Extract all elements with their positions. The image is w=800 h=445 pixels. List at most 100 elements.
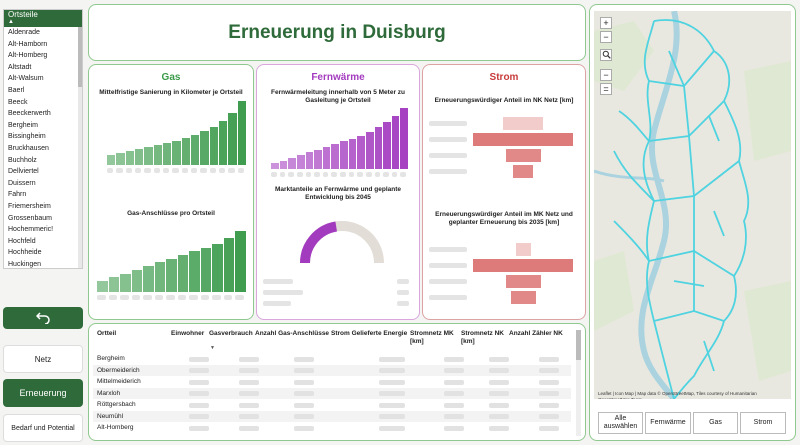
ortsteil-item[interactable]: Grossenbaum bbox=[8, 214, 52, 222]
table-row[interactable] bbox=[93, 422, 571, 434]
ortsteil-item[interactable]: Bergheim bbox=[8, 121, 38, 129]
funnel-segment[interactable] bbox=[503, 117, 543, 130]
bar[interactable] bbox=[172, 141, 181, 165]
funnel-segment[interactable] bbox=[515, 243, 531, 256]
bar[interactable] bbox=[235, 231, 246, 292]
bar[interactable] bbox=[357, 135, 365, 169]
table-scroll-thumb[interactable] bbox=[576, 330, 581, 360]
bar[interactable] bbox=[383, 121, 391, 169]
bar[interactable] bbox=[331, 144, 339, 169]
bar[interactable] bbox=[116, 153, 125, 165]
ortsteile-scroll-thumb[interactable] bbox=[78, 27, 82, 87]
bedarf-potential-button[interactable]: Bedarf und Potential bbox=[3, 414, 83, 442]
bar[interactable] bbox=[154, 262, 166, 292]
alle-auswaehlen-button[interactable]: Alle auswählen bbox=[598, 412, 643, 434]
bar[interactable] bbox=[400, 108, 408, 169]
bar[interactable] bbox=[135, 149, 144, 165]
bar[interactable] bbox=[107, 155, 116, 165]
funnel-segment[interactable] bbox=[505, 275, 541, 288]
map-tool-button-2[interactable]: = bbox=[600, 83, 612, 95]
strom-nk-funnel[interactable] bbox=[429, 117, 581, 179]
table-column-header[interactable]: Anzahl Zähler NK bbox=[509, 330, 563, 337]
table-column-header[interactable]: Einwohner bbox=[171, 330, 205, 337]
duisburg-map[interactable]: + − − = Leaflet | Icon Map | Map data © … bbox=[594, 11, 791, 399]
ortsteil-item[interactable]: Bissingheim bbox=[8, 133, 46, 141]
zoom-in-button[interactable]: + bbox=[600, 17, 612, 29]
ortsteil-item[interactable]: Aldenrade bbox=[8, 29, 40, 36]
netz-button[interactable]: Netz bbox=[3, 345, 83, 373]
table-row[interactable] bbox=[93, 399, 571, 411]
ortsteile-slicer[interactable]: Ortsteile ▲ Aldenrade Alt-Hamborn Alt-Homb… bbox=[3, 9, 83, 269]
bar[interactable] bbox=[120, 273, 131, 292]
gas-filter-button[interactable]: Gas bbox=[693, 412, 738, 434]
bar[interactable] bbox=[340, 141, 348, 169]
bar[interactable] bbox=[97, 280, 108, 292]
bar[interactable] bbox=[348, 138, 357, 169]
bar[interactable] bbox=[305, 152, 314, 169]
table-row[interactable] bbox=[93, 410, 571, 422]
erneuerung-button[interactable]: Erneuerung bbox=[3, 379, 83, 407]
ortsteil-item[interactable]: Buchholz bbox=[8, 156, 37, 164]
bar[interactable] bbox=[200, 247, 212, 292]
table-row[interactable] bbox=[93, 364, 571, 376]
ortsteil-item[interactable]: Dellviertel bbox=[8, 168, 39, 176]
bar[interactable] bbox=[166, 258, 177, 292]
ortsteil-item[interactable]: Duissern bbox=[8, 179, 36, 187]
bar[interactable] bbox=[322, 146, 331, 169]
bar[interactable] bbox=[271, 163, 279, 169]
bar[interactable] bbox=[181, 138, 190, 165]
bar[interactable] bbox=[237, 101, 246, 165]
bar[interactable] bbox=[296, 155, 305, 169]
strom-mk-funnel[interactable] bbox=[429, 243, 581, 305]
bar[interactable] bbox=[212, 243, 223, 292]
bar[interactable] bbox=[365, 131, 374, 169]
table-column-header[interactable]: Anzahl Gas-Anschlüsse bbox=[255, 330, 330, 337]
map-attribution[interactable]: Leaflet | Icon Map | Map data © OpenStre… bbox=[598, 391, 757, 399]
map-tool-button-1[interactable]: − bbox=[600, 69, 612, 81]
table-column-header[interactable]: Gasverbrauch bbox=[209, 330, 253, 337]
bar[interactable] bbox=[125, 151, 134, 165]
table-column-header[interactable]: Stromnetz MK [km] bbox=[410, 330, 454, 345]
ortsteil-item[interactable]: Hochemmeric! bbox=[8, 226, 54, 234]
bar[interactable] bbox=[163, 143, 172, 165]
ortsteil-item[interactable]: Friemersheim bbox=[8, 202, 51, 210]
bar[interactable] bbox=[144, 147, 153, 165]
search-button[interactable] bbox=[600, 49, 612, 61]
ortsteil-item[interactable]: Alt-Walsum bbox=[8, 75, 44, 83]
fernwaerme-leitung-chart[interactable] bbox=[271, 108, 409, 177]
ortsteil-item[interactable]: Beeckerwerth bbox=[8, 110, 51, 118]
back-button[interactable] bbox=[3, 307, 83, 329]
funnel-segment[interactable] bbox=[505, 149, 541, 162]
bar[interactable] bbox=[131, 269, 143, 292]
funnel-segment[interactable] bbox=[513, 165, 533, 178]
bar[interactable] bbox=[228, 113, 237, 165]
zoom-out-button[interactable]: − bbox=[600, 31, 612, 43]
ortsteil-item[interactable]: Fahrn bbox=[8, 191, 27, 199]
gas-anschluesse-chart[interactable] bbox=[97, 231, 247, 300]
bar[interactable] bbox=[143, 266, 154, 292]
bar[interactable] bbox=[153, 145, 162, 165]
bar[interactable] bbox=[374, 127, 383, 169]
table-column-header[interactable]: Stromnetz NK [km] bbox=[461, 330, 504, 345]
sort-down-icon[interactable]: ▼ bbox=[210, 345, 215, 351]
bar[interactable] bbox=[391, 116, 400, 169]
table-row[interactable] bbox=[93, 376, 571, 388]
funnel-segment[interactable] bbox=[510, 291, 536, 304]
bar[interactable] bbox=[177, 255, 189, 292]
bar[interactable] bbox=[314, 149, 322, 169]
table-row[interactable] bbox=[93, 387, 571, 399]
ortsteil-item[interactable]: Hochheide bbox=[8, 249, 42, 257]
ortsteil-item[interactable]: Altstadt bbox=[8, 63, 32, 71]
ortsteil-item[interactable]: Alt-Hamborn bbox=[8, 40, 48, 48]
bar[interactable] bbox=[200, 131, 209, 165]
bar[interactable] bbox=[288, 157, 296, 169]
fernwaerme-filter-button[interactable]: Fernwärme bbox=[645, 412, 691, 434]
bar[interactable] bbox=[209, 127, 218, 165]
funnel-segment[interactable] bbox=[473, 259, 573, 272]
bar[interactable] bbox=[223, 238, 235, 292]
funnel-segment[interactable] bbox=[473, 133, 573, 146]
strom-filter-button[interactable]: Strom bbox=[740, 412, 786, 434]
ortsteil-item[interactable]: Baerl bbox=[8, 86, 25, 94]
ortsteil-table[interactable]: Ortteil Einwohner Gasverbrauch Anzahl Gas-A… bbox=[88, 323, 586, 441]
ortsteil-item[interactable]: Huckingen bbox=[8, 260, 42, 268]
